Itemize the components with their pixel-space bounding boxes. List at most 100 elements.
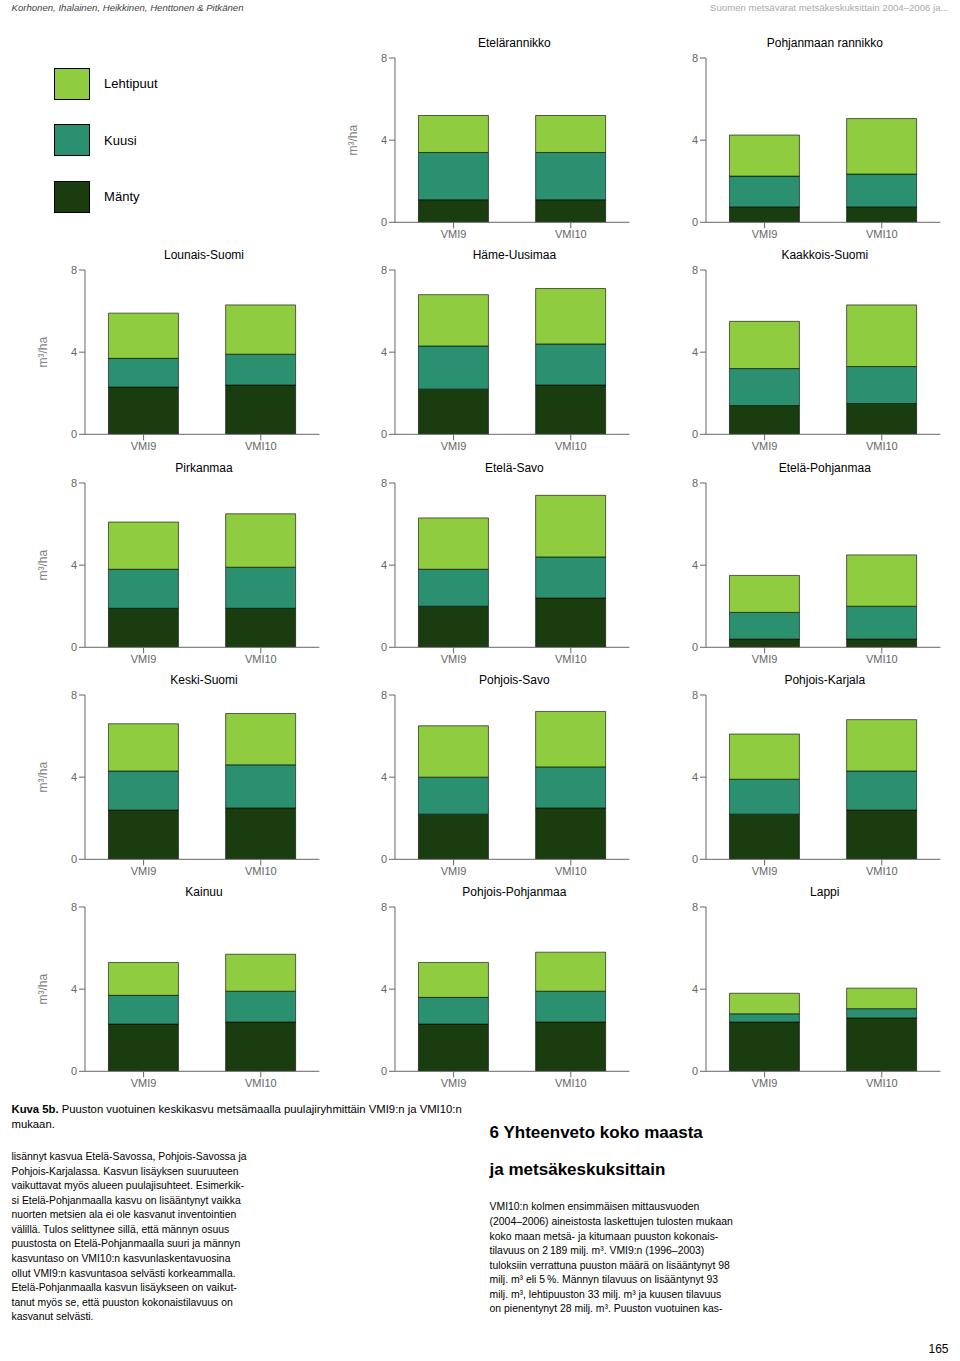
html-text:165: 165 bbox=[928, 1342, 949, 1356]
html-text:Lounais-Suomi: Lounais-Suomi bbox=[164, 248, 244, 263]
svg-text:VMI10: VMI10 bbox=[866, 865, 898, 877]
html-text:Kuva 5b. Puuston vuotuinen kes: Kuva 5b. Puuston vuotuinen keskikasvu me… bbox=[11, 1103, 462, 1130]
svg-text:4: 4 bbox=[381, 346, 387, 358]
html-text:Keski-Suomi: Keski-Suomi bbox=[170, 673, 238, 687]
svg-text:0: 0 bbox=[691, 853, 697, 865]
html-text:Etelä-Savo: Etelä-Savo bbox=[485, 460, 544, 475]
svg-text:4: 4 bbox=[381, 134, 387, 146]
svg-text:4: 4 bbox=[71, 771, 77, 783]
svg-text:VMI9: VMI9 bbox=[441, 440, 467, 452]
html-text:Pohjois-Savo: Pohjois-Savo bbox=[479, 673, 550, 687]
html-text:ja metsäkeskuksittain: ja metsäkeskuksittain bbox=[489, 1159, 666, 1179]
svg-text:VMI10: VMI10 bbox=[245, 1077, 277, 1089]
html-text:Mänty: Mänty bbox=[104, 189, 140, 205]
svg-text:VMI10: VMI10 bbox=[866, 228, 898, 240]
svg-text:VMI9: VMI9 bbox=[441, 653, 467, 665]
svg-text:8: 8 bbox=[71, 689, 77, 701]
svg-text:4: 4 bbox=[691, 771, 697, 783]
svg-text:VMI10: VMI10 bbox=[555, 865, 587, 877]
svg-text:4: 4 bbox=[381, 771, 387, 783]
html-text:Korhonen, Ihalainen, Heikkinen: Korhonen, Ihalainen, Heikkinen, Henttone… bbox=[11, 2, 244, 13]
svg-text:VMI9: VMI9 bbox=[751, 865, 777, 877]
svg-text:m³/ha: m³/ha bbox=[36, 337, 50, 368]
svg-text:4: 4 bbox=[691, 134, 697, 146]
svg-text:VMI10: VMI10 bbox=[555, 653, 587, 665]
svg-text:8: 8 bbox=[71, 477, 77, 489]
svg-text:0: 0 bbox=[691, 1065, 697, 1077]
html-text:Suomen metsävarat metsäkeskuks: Suomen metsävarat metsäkeskuksittain 200… bbox=[710, 2, 949, 13]
svg-text:0: 0 bbox=[71, 1065, 77, 1077]
svg-text:4: 4 bbox=[691, 346, 697, 358]
svg-text:VMI9: VMI9 bbox=[131, 865, 157, 877]
svg-text:VMI9: VMI9 bbox=[751, 228, 777, 240]
html-text:Etelärannikko: Etelärannikko bbox=[478, 36, 551, 50]
svg-text:8: 8 bbox=[381, 901, 387, 913]
svg-text:0: 0 bbox=[381, 429, 387, 441]
svg-text:8: 8 bbox=[71, 264, 77, 276]
svg-text:VMI10: VMI10 bbox=[866, 653, 898, 665]
svg-text:0: 0 bbox=[381, 853, 387, 865]
svg-text:m³/ha: m³/ha bbox=[36, 761, 50, 792]
svg-text:8: 8 bbox=[691, 264, 697, 276]
svg-text:VMI9: VMI9 bbox=[751, 440, 777, 452]
svg-text:VMI10: VMI10 bbox=[245, 440, 277, 452]
html-text:Etelä-Pohjanmaa: Etelä-Pohjanmaa bbox=[778, 460, 871, 475]
html-text:Kainuu: Kainuu bbox=[185, 885, 223, 900]
svg-text:VMI9: VMI9 bbox=[751, 1077, 777, 1089]
svg-text:m³/ha: m³/ha bbox=[36, 549, 50, 580]
svg-text:8: 8 bbox=[381, 689, 387, 701]
html-text:Pohjanmaan rannikko: Pohjanmaan rannikko bbox=[766, 36, 883, 50]
svg-text:8: 8 bbox=[691, 477, 697, 489]
html-text:Pohjois-Pohjanmaa: Pohjois-Pohjanmaa bbox=[462, 885, 567, 900]
svg-text:VMI9: VMI9 bbox=[131, 440, 157, 452]
svg-text:4: 4 bbox=[691, 559, 697, 571]
svg-text:4: 4 bbox=[381, 983, 387, 995]
html-text:lisännyt kasvua Etelä-Savossa,: lisännyt kasvua Etelä-Savossa, Pohjois-S… bbox=[11, 1151, 247, 1323]
html-text:6 Yhteenveto koko maasta: 6 Yhteenveto koko maasta bbox=[489, 1122, 703, 1142]
svg-text:VMI10: VMI10 bbox=[245, 653, 277, 665]
html-text:Kuusi: Kuusi bbox=[104, 132, 137, 148]
svg-text:VMI10: VMI10 bbox=[866, 440, 898, 452]
svg-text:VMI9: VMI9 bbox=[441, 865, 467, 877]
html-text:Pohjois-Karjala: Pohjois-Karjala bbox=[784, 673, 866, 687]
svg-text:VMI9: VMI9 bbox=[131, 653, 157, 665]
svg-text:VMI10: VMI10 bbox=[555, 440, 587, 452]
html-text:Häme-Uusimaa: Häme-Uusimaa bbox=[472, 248, 557, 263]
svg-text:VMI10: VMI10 bbox=[245, 865, 277, 877]
html-text:Pirkanmaa: Pirkanmaa bbox=[175, 460, 233, 475]
svg-text:4: 4 bbox=[71, 346, 77, 358]
svg-text:8: 8 bbox=[71, 901, 77, 913]
svg-text:VMI9: VMI9 bbox=[751, 653, 777, 665]
svg-text:0: 0 bbox=[71, 641, 77, 653]
svg-text:8: 8 bbox=[381, 264, 387, 276]
svg-text:4: 4 bbox=[691, 983, 697, 995]
html-text:Kaakkois-Suomi: Kaakkois-Suomi bbox=[781, 248, 869, 263]
svg-text:0: 0 bbox=[381, 216, 387, 228]
svg-text:m³/ha: m³/ha bbox=[346, 125, 360, 156]
html-text:VMI10:n kolmen ensimmäisen mit: VMI10:n kolmen ensimmäisen mittausvuoden… bbox=[489, 1201, 733, 1315]
svg-text:4: 4 bbox=[381, 559, 387, 571]
svg-text:8: 8 bbox=[381, 477, 387, 489]
svg-text:4: 4 bbox=[71, 983, 77, 995]
svg-text:8: 8 bbox=[691, 52, 697, 64]
svg-text:8: 8 bbox=[691, 901, 697, 913]
svg-text:VMI9: VMI9 bbox=[441, 228, 467, 240]
svg-text:8: 8 bbox=[691, 689, 697, 701]
svg-text:0: 0 bbox=[71, 429, 77, 441]
svg-text:VMI10: VMI10 bbox=[555, 1077, 587, 1089]
html-text:Lappi: Lappi bbox=[810, 885, 840, 900]
svg-text:0: 0 bbox=[381, 641, 387, 653]
svg-text:m³/ha: m³/ha bbox=[36, 974, 50, 1005]
svg-text:8: 8 bbox=[381, 52, 387, 64]
svg-text:0: 0 bbox=[71, 853, 77, 865]
svg-text:0: 0 bbox=[381, 1065, 387, 1077]
svg-text:VMI10: VMI10 bbox=[866, 1077, 898, 1089]
svg-text:4: 4 bbox=[71, 559, 77, 571]
html-text:Lehtipuut: Lehtipuut bbox=[104, 76, 158, 91]
svg-text:VMI9: VMI9 bbox=[131, 1077, 157, 1089]
svg-text:VMI10: VMI10 bbox=[555, 228, 587, 240]
svg-text:0: 0 bbox=[691, 641, 697, 653]
svg-text:0: 0 bbox=[691, 429, 697, 441]
svg-text:VMI9: VMI9 bbox=[441, 1077, 467, 1089]
svg-text:0: 0 bbox=[691, 216, 697, 228]
